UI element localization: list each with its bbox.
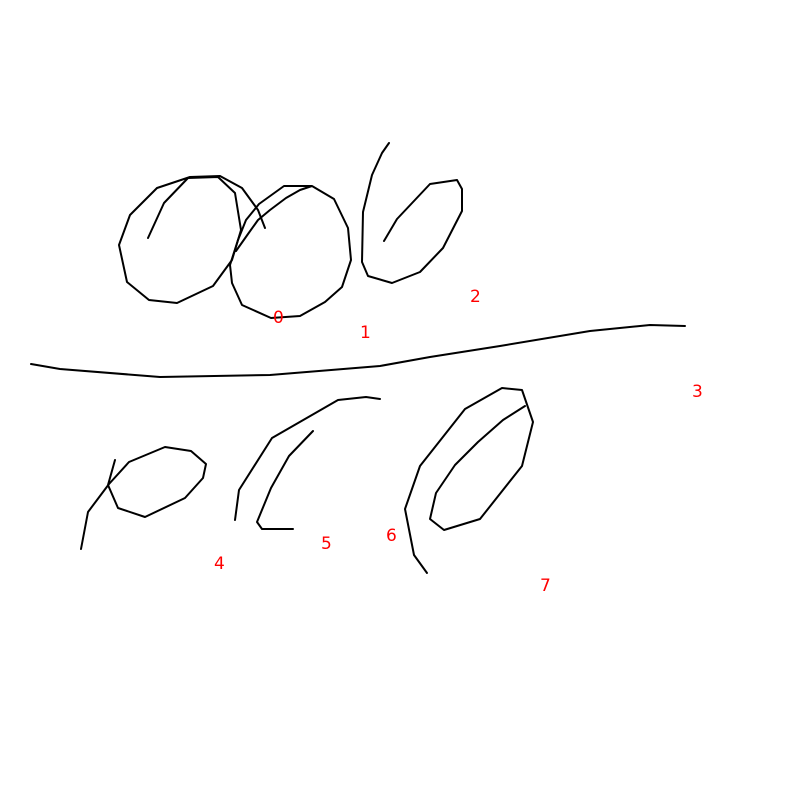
stroke-0 bbox=[118, 175, 266, 304]
label-2: 2 bbox=[470, 287, 481, 307]
label-0: 0 bbox=[273, 308, 284, 328]
label-1: 1 bbox=[360, 323, 371, 343]
stroke-6 bbox=[256, 430, 314, 530]
stroke-2 bbox=[361, 142, 463, 284]
stroke-4 bbox=[80, 446, 207, 550]
label-4: 4 bbox=[214, 554, 225, 574]
stroke-5 bbox=[234, 396, 381, 521]
label-3: 3 bbox=[692, 382, 703, 402]
label-5: 5 bbox=[321, 534, 332, 554]
label-6: 6 bbox=[386, 526, 397, 546]
stroke-3 bbox=[30, 324, 686, 378]
stroke-1 bbox=[229, 185, 352, 319]
label-7: 7 bbox=[540, 576, 551, 596]
stroke-7 bbox=[404, 387, 534, 574]
